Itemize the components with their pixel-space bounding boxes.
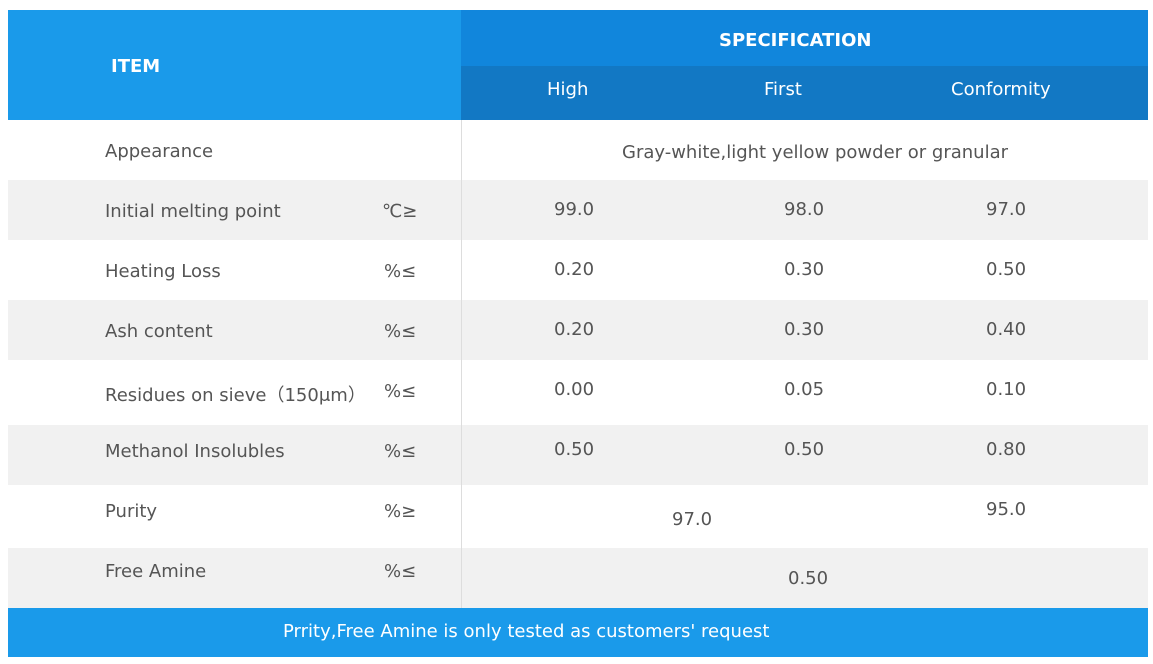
first-value: 0.30 [784, 319, 825, 340]
item-name: Heating Loss [105, 261, 221, 282]
table-row-appearance: Appearance Gray-white,light yellow powde… [8, 120, 1148, 180]
conformity-value: 0.80 [986, 439, 1027, 460]
footer-note-text: Prrity,Free Amine is only tested as cust… [283, 621, 770, 642]
table-row-heating-loss: Heating Loss %≤ 0.20 0.30 0.50 [8, 240, 1148, 300]
specification-header: SPECIFICATION [461, 10, 1148, 66]
high-value: 0.50 [554, 439, 595, 460]
high-value: 0.20 [554, 319, 595, 340]
item-unit: %≤ [384, 261, 417, 282]
grade-header-row: High First Conformity [461, 66, 1148, 120]
grade-first-header: First [764, 79, 802, 100]
all-grades-value: 0.50 [788, 568, 829, 589]
conformity-value: 0.50 [986, 259, 1027, 280]
item-unit: ℃≥ [382, 201, 418, 222]
item-name: Initial melting point [105, 201, 281, 222]
item-header-label: ITEM [111, 56, 161, 77]
table-row-residues-on-sieve: Residues on sieve（150μm） %≤ 0.00 0.05 0.… [8, 360, 1148, 420]
item-unit: %≤ [384, 441, 417, 462]
conformity-value: 0.10 [986, 379, 1027, 400]
grade-conformity-header: Conformity [951, 79, 1051, 100]
high-value: 0.00 [554, 379, 595, 400]
table-row-initial-melting-point: Initial melting point ℃≥ 99.0 98.0 97.0 [8, 180, 1148, 240]
item-name: Ash content [105, 321, 213, 342]
item-name: Free Amine [105, 561, 207, 582]
item-unit: %≥ [384, 501, 417, 522]
table-row-purity: Purity %≥ 97.0 95.0 [8, 485, 1148, 548]
item-name: Residues on sieve（150μm） [105, 385, 366, 406]
table-footer-note: Prrity,Free Amine is only tested as cust… [8, 608, 1148, 657]
conformity-value: 97.0 [986, 199, 1027, 220]
conformity-value: 0.40 [986, 319, 1027, 340]
item-name: Methanol Insolubles [105, 441, 285, 462]
table-row-free-amine: Free Amine %≤ 0.50 [8, 548, 1148, 608]
merged-value: Gray-white,light yellow powder or granul… [622, 142, 1009, 163]
first-value: 0.30 [784, 259, 825, 280]
column-divider [461, 120, 462, 608]
table-row-ash-content: Ash content %≤ 0.20 0.30 0.40 [8, 300, 1148, 360]
first-value: 0.50 [784, 439, 825, 460]
item-unit: %≤ [384, 381, 417, 402]
specification-header-label: SPECIFICATION [719, 30, 872, 51]
high-value: 99.0 [554, 199, 595, 220]
specification-table: ITEM SPECIFICATION High First Conformity… [8, 10, 1148, 657]
table-row-methanol-insolubles: Methanol Insolubles %≤ 0.50 0.50 0.80 [8, 425, 1148, 485]
item-name: Appearance [105, 141, 214, 162]
item-unit: %≤ [384, 561, 417, 582]
first-value: 98.0 [784, 199, 825, 220]
first-value: 0.05 [784, 379, 825, 400]
item-header: ITEM [8, 10, 461, 120]
high-value: 0.20 [554, 259, 595, 280]
high-first-value: 97.0 [672, 509, 713, 530]
item-unit: %≤ [384, 321, 417, 342]
grade-high-header: High [547, 79, 589, 100]
item-name: Purity [105, 501, 158, 522]
conformity-value: 95.0 [986, 499, 1027, 520]
